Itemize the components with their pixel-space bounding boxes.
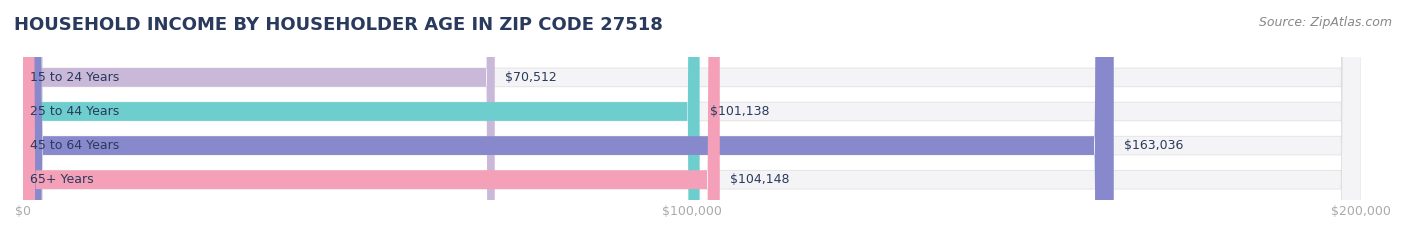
FancyBboxPatch shape	[22, 0, 1361, 233]
Text: 15 to 24 Years: 15 to 24 Years	[30, 71, 120, 84]
Text: $163,036: $163,036	[1125, 139, 1184, 152]
Text: $70,512: $70,512	[505, 71, 557, 84]
FancyBboxPatch shape	[22, 0, 495, 233]
Text: $101,138: $101,138	[710, 105, 770, 118]
FancyBboxPatch shape	[22, 0, 700, 233]
FancyBboxPatch shape	[22, 0, 1114, 233]
Text: $104,148: $104,148	[731, 173, 790, 186]
Text: 45 to 64 Years: 45 to 64 Years	[30, 139, 120, 152]
FancyBboxPatch shape	[22, 0, 720, 233]
FancyBboxPatch shape	[22, 0, 1361, 233]
Text: 65+ Years: 65+ Years	[30, 173, 93, 186]
FancyBboxPatch shape	[22, 0, 1361, 233]
FancyBboxPatch shape	[22, 0, 1361, 233]
Text: HOUSEHOLD INCOME BY HOUSEHOLDER AGE IN ZIP CODE 27518: HOUSEHOLD INCOME BY HOUSEHOLDER AGE IN Z…	[14, 16, 664, 34]
Text: 25 to 44 Years: 25 to 44 Years	[30, 105, 120, 118]
Text: Source: ZipAtlas.com: Source: ZipAtlas.com	[1258, 16, 1392, 29]
